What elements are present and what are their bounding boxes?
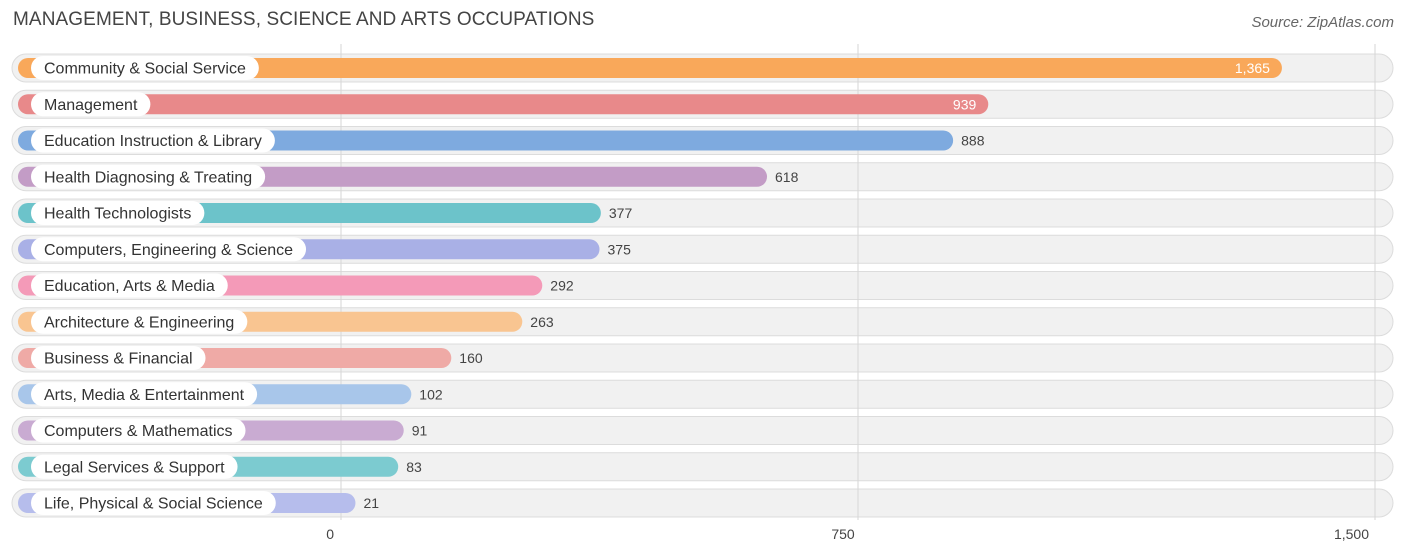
value-label: 888 <box>961 133 985 149</box>
category-label-pill <box>31 201 205 225</box>
value-label: 102 <box>419 386 443 402</box>
value-label: 160 <box>459 350 483 366</box>
value-label: 263 <box>530 314 554 330</box>
category-label: Education Instruction & Library <box>44 133 262 150</box>
category-label-pill <box>31 237 307 262</box>
bar <box>18 58 1282 78</box>
category-label: Business & Financial <box>44 351 193 368</box>
category-label: Health Diagnosing & Treating <box>44 169 252 186</box>
category-label: Health Technologists <box>44 206 191 223</box>
chart-title: MANAGEMENT, BUSINESS, SCIENCE AND ARTS O… <box>13 9 595 30</box>
value-label: 377 <box>609 205 633 221</box>
value-label: 21 <box>363 495 379 511</box>
category-label-pill <box>31 164 266 189</box>
category-label-pill <box>31 92 151 117</box>
category-label-pill <box>31 346 206 370</box>
category-label-pill <box>31 273 228 298</box>
bar <box>18 94 989 115</box>
category-label: Legal Services & Support <box>44 459 225 476</box>
row-background <box>11 488 1394 518</box>
value-label: 618 <box>775 169 799 185</box>
x-tick-label: 750 <box>831 526 855 542</box>
category-label-pill <box>31 309 248 334</box>
value-label: 83 <box>406 459 422 475</box>
category-label: Arts, Media & Entertainment <box>44 387 245 404</box>
value-label: 1,365 <box>1235 60 1270 76</box>
category-label-pill <box>31 382 258 407</box>
category-label-pill <box>31 491 276 515</box>
category-label: Management <box>44 97 138 114</box>
value-label: 375 <box>608 241 632 257</box>
value-label: 91 <box>412 423 428 439</box>
category-label-pill <box>31 418 246 443</box>
category-label: Computers & Mathematics <box>44 423 233 440</box>
category-label-pill <box>31 454 238 479</box>
value-label: 939 <box>953 96 977 112</box>
x-tick-label: 1,500 <box>1334 526 1369 542</box>
category-label-pill <box>31 128 275 153</box>
category-label: Education, Arts & Media <box>44 278 215 295</box>
category-label-pill <box>31 56 259 80</box>
x-tick-label: 0 <box>326 526 334 542</box>
source-credit: Source: ZipAtlas.com <box>1251 14 1394 31</box>
value-label: 292 <box>550 278 574 294</box>
category-label: Life, Physical & Social Science <box>44 496 263 513</box>
category-label: Architecture & Engineering <box>44 314 234 331</box>
category-label: Community & Social Service <box>44 61 246 78</box>
category-label: Computers, Engineering & Science <box>44 242 293 259</box>
